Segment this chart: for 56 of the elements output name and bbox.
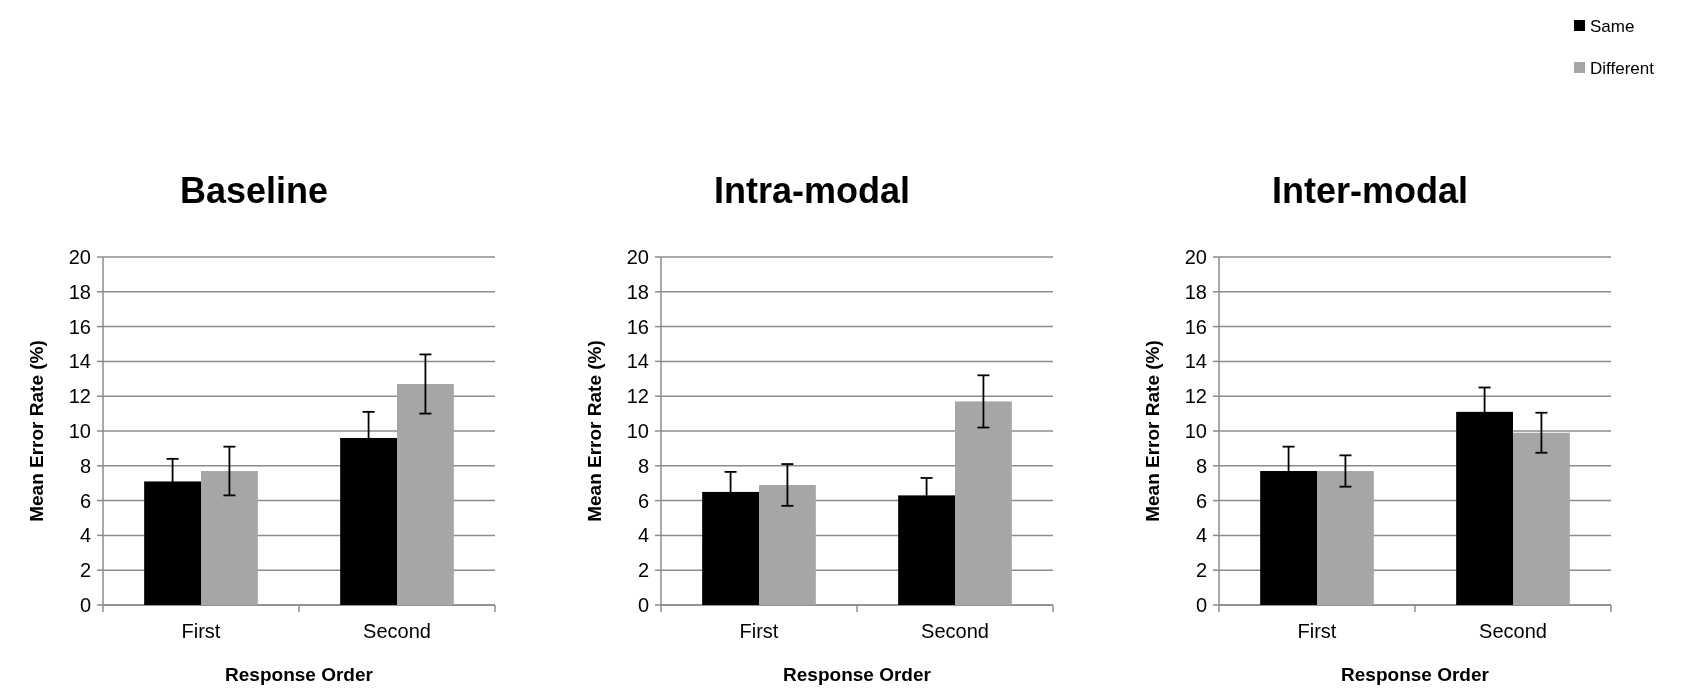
y-tick-label: 10 (1184, 420, 1207, 442)
y-tick-label: 2 (1195, 559, 1207, 582)
y-tick-label: 14 (626, 350, 649, 373)
y-tick-label: 10 (68, 420, 91, 442)
bar (955, 401, 1012, 605)
y-tick-label: 14 (68, 350, 91, 373)
legend-label: Different (1590, 58, 1655, 78)
legend-label: Same (1590, 16, 1635, 36)
x-axis-title: Response Order (1341, 664, 1490, 685)
y-tick-label: 0 (1195, 594, 1207, 616)
bar (397, 384, 454, 605)
x-axis-title: Response Order (783, 664, 932, 685)
bar (1513, 432, 1570, 605)
x-tick-label: First (181, 620, 221, 642)
y-tick-label: 20 (68, 246, 91, 268)
y-tick-label: 2 (79, 559, 91, 582)
y-axis-title: Mean Error Rate (%) (26, 340, 47, 522)
y-tick-label: 16 (1184, 315, 1207, 338)
y-tick-label: 8 (79, 454, 91, 477)
y-tick-label: 8 (637, 454, 649, 477)
y-tick-label: 6 (1195, 489, 1207, 512)
y-tick-label: 12 (1184, 385, 1207, 408)
y-tick-label: 20 (1184, 246, 1207, 268)
x-tick-label: First (1297, 620, 1337, 642)
y-tick-label: 4 (637, 524, 649, 547)
chart-title: Intra-modal (713, 170, 911, 211)
x-tick-label: Second (1479, 620, 1547, 642)
y-tick-label: 18 (626, 280, 649, 303)
y-tick-label: 2 (637, 559, 649, 582)
y-tick-label: 20 (626, 246, 649, 268)
y-tick-label: 12 (626, 385, 649, 408)
y-tick-label: 0 (79, 594, 91, 616)
chart-title: Baseline (179, 170, 329, 211)
y-tick-label: 16 (68, 315, 91, 338)
x-axis-title: Response Order (225, 664, 374, 685)
y-tick-label: 8 (1195, 454, 1207, 477)
x-tick-label: Second (363, 620, 431, 642)
bar (1317, 471, 1374, 605)
bar (201, 471, 258, 605)
y-axis-title: Mean Error Rate (%) (584, 340, 605, 522)
bar (759, 484, 816, 605)
x-tick-label: Second (921, 620, 989, 642)
y-tick-label: 14 (1184, 350, 1207, 373)
x-tick-label: First (739, 620, 779, 642)
y-tick-label: 6 (637, 489, 649, 512)
y-tick-label: 16 (626, 315, 649, 338)
chart-title: Inter-modal (1271, 170, 1469, 211)
y-axis-title: Mean Error Rate (%) (1142, 340, 1163, 522)
y-tick-label: 6 (79, 489, 91, 512)
y-tick-label: 4 (79, 524, 91, 547)
y-tick-label: 0 (637, 594, 649, 616)
y-tick-label: 4 (1195, 524, 1207, 547)
y-tick-label: 18 (1184, 280, 1207, 303)
y-tick-label: 10 (626, 420, 649, 442)
y-tick-label: 12 (68, 385, 91, 408)
y-tick-label: 18 (68, 280, 91, 303)
